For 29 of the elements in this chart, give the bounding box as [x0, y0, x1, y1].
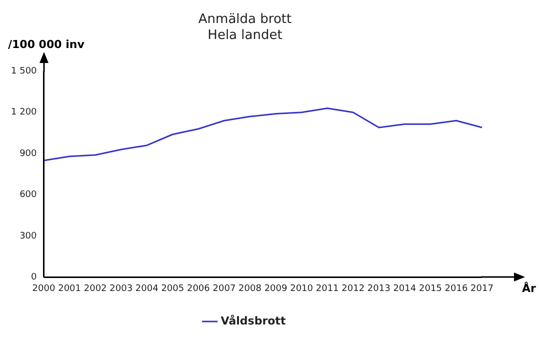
x-tick-label: 2000 — [32, 284, 56, 294]
y-tick-label: 1 500 — [11, 66, 38, 77]
x-tick-label: 2017 — [470, 284, 494, 294]
x-tick-label: 2014 — [393, 284, 416, 294]
x-tick-label: 2003 — [110, 284, 133, 294]
x-tick-label: 2004 — [135, 284, 159, 294]
y-tick-label: 1 200 — [11, 108, 38, 118]
x-tick-label: 2001 — [58, 284, 81, 294]
x-tick-label: 2006 — [186, 284, 210, 294]
x-tick-label: 2011 — [316, 284, 339, 294]
chart-title: Anmälda brott — [198, 12, 292, 28]
y-axis-title: /100 000 inv — [8, 38, 86, 52]
y-tick-label: 600 — [20, 190, 38, 200]
x-tick-label: 2007 — [212, 284, 236, 294]
y-tick-label: 900 — [20, 148, 38, 159]
legend-label: Våldsbrott — [220, 314, 286, 328]
y-tick-label: 300 — [20, 231, 38, 242]
x-tick-label: 2005 — [161, 284, 184, 294]
x-tick-label: 2008 — [238, 284, 262, 294]
y-tick-label: 0 — [31, 272, 38, 283]
x-tick-label: 2010 — [290, 284, 314, 294]
x-tick-label: 2012 — [342, 284, 365, 294]
x-tick-label: 2015 — [418, 284, 442, 294]
x-axis-title: År — [522, 281, 537, 296]
chart-subtitle: Hela landet — [208, 28, 282, 43]
x-tick-label: 2002 — [84, 284, 107, 294]
x-tick-label: 2013 — [367, 284, 390, 294]
x-tick-label: 2009 — [264, 284, 288, 294]
x-tick-label: 2016 — [444, 284, 468, 294]
